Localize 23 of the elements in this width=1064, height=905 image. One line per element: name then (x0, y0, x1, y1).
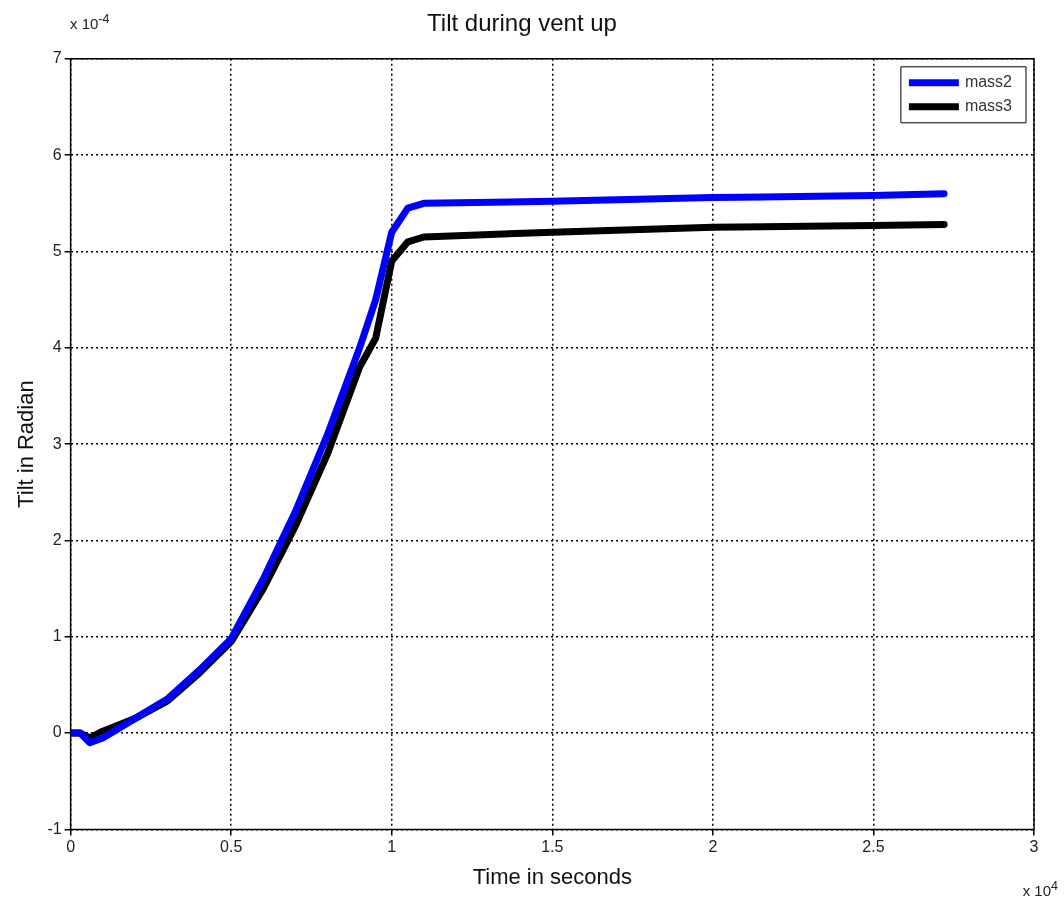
y-tick-label: 2 (52, 530, 62, 548)
y-tick-label: 6 (52, 145, 62, 163)
x-tick-label: 2 (708, 838, 718, 856)
x-tick-label: 0.5 (220, 838, 243, 856)
y-tick-label: 3 (52, 434, 62, 452)
y-tick-label: 4 (52, 338, 62, 356)
y-tick-label: 1 (52, 627, 62, 645)
x-tick-label: 3 (1029, 838, 1039, 856)
x-axis-title: Time in seconds (472, 863, 632, 889)
x-tick-label: 1.5 (541, 838, 564, 856)
y-tick-label: 7 (52, 49, 62, 67)
legend-label: mass3 (964, 97, 1013, 115)
x-tick-label: 0 (66, 838, 76, 856)
x-tick-label: 2.5 (862, 838, 885, 856)
text: x 10$^{4}$ (1022, 879, 1058, 899)
chart-title: Tilt during vent up (427, 9, 617, 37)
y-tick-label: -1 (47, 819, 62, 837)
x-tick-label: 1 (387, 838, 397, 856)
y-axis-title: Tilt in Radian (13, 380, 39, 508)
y-tick-label: 5 (52, 241, 62, 259)
text: x 10$^{-4}$ (70, 12, 110, 32)
legend-label: mass2 (964, 73, 1013, 91)
y-tick-label: 0 (52, 723, 62, 741)
